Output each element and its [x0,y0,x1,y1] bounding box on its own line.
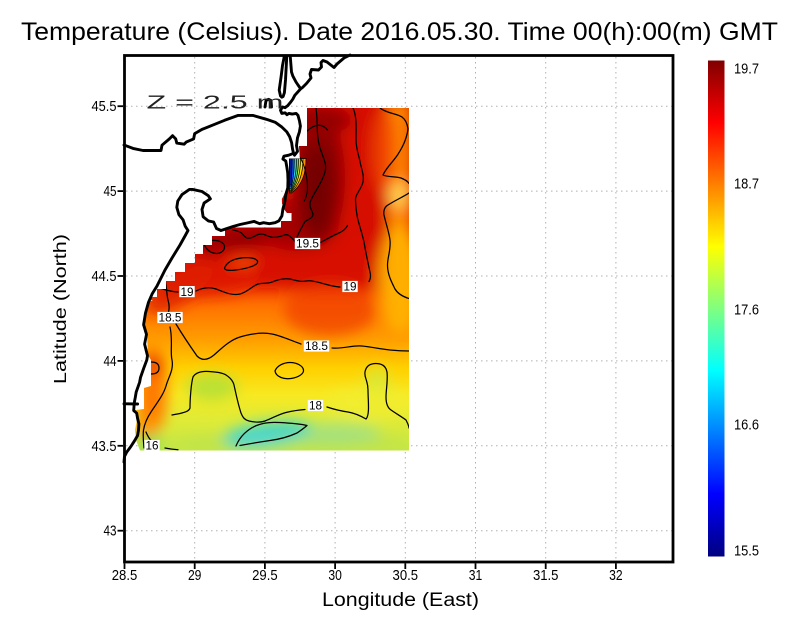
svg-text:44.5: 44.5 [92,269,117,285]
svg-text:18: 18 [309,399,322,413]
svg-text:29: 29 [188,568,202,584]
svg-text:19: 19 [181,285,194,299]
svg-text:Z = 2.5 m: Z = 2.5 m [147,92,284,113]
svg-text:Temperature (Celsius). Date 20: Temperature (Celsius). Date 2016.05.30. … [21,18,778,46]
svg-text:19: 19 [344,280,357,294]
svg-text:32: 32 [609,568,623,584]
svg-text:19.7: 19.7 [734,62,759,78]
svg-text:45: 45 [104,184,117,200]
svg-text:18.5: 18.5 [305,339,328,353]
svg-text:30: 30 [328,568,342,584]
svg-text:45.5: 45.5 [92,99,117,115]
svg-text:19.5: 19.5 [296,237,319,251]
svg-text:44: 44 [104,354,117,370]
svg-text:16.6: 16.6 [734,417,759,433]
svg-text:Longitude (East): Longitude (East) [322,590,479,611]
svg-text:18.5: 18.5 [159,311,182,325]
svg-text:29.5: 29.5 [252,568,278,584]
svg-text:28.5: 28.5 [112,568,138,584]
svg-text:18.7: 18.7 [734,176,759,192]
svg-text:43.5: 43.5 [92,439,117,455]
svg-text:17.6: 17.6 [734,303,759,319]
svg-text:15.5: 15.5 [734,544,759,560]
svg-text:Latitude (North): Latitude (North) [50,234,70,384]
svg-text:30.5: 30.5 [393,568,419,584]
svg-text:31: 31 [469,568,483,584]
svg-text:16: 16 [146,439,159,453]
svg-text:31.5: 31.5 [533,568,559,584]
svg-text:43: 43 [104,524,117,540]
